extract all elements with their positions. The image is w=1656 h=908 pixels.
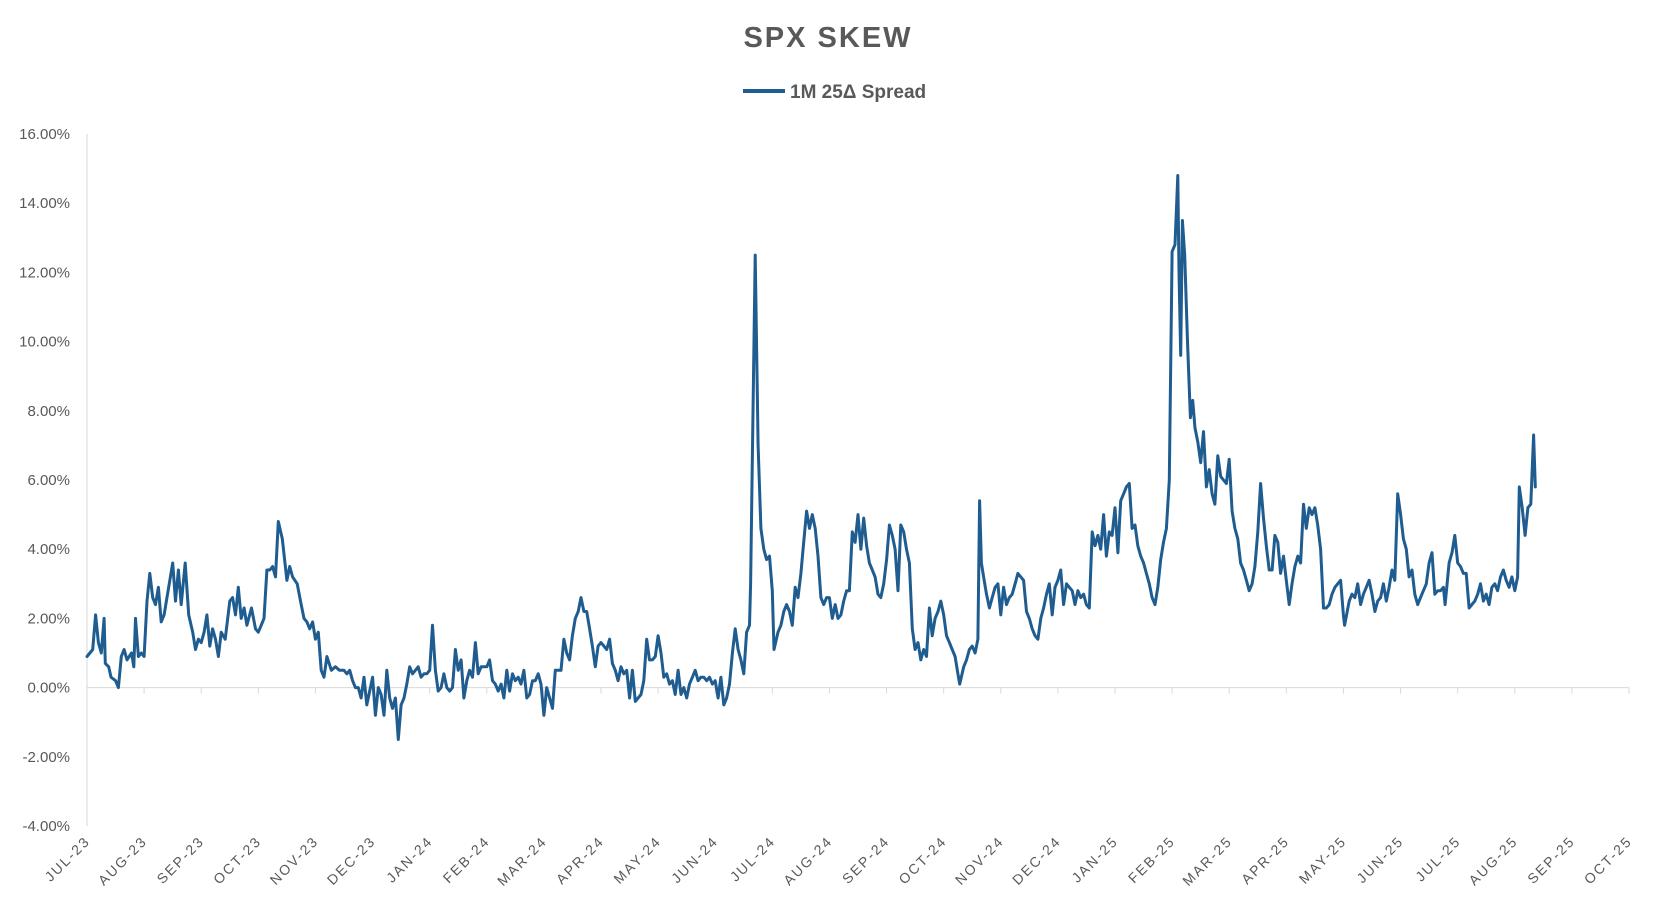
x-tick-label: JUN-25 bbox=[1353, 833, 1406, 886]
x-tick-label: OCT-23 bbox=[210, 833, 264, 887]
x-tick-label: FEB-24 bbox=[440, 833, 493, 886]
x-tick-label: APR-25 bbox=[1238, 833, 1292, 887]
y-tick-label: -2.00% bbox=[22, 749, 70, 766]
y-tick-label: 6.00% bbox=[27, 472, 70, 489]
y-tick-label: 8.00% bbox=[27, 403, 70, 420]
series-line-1m-25d-spread bbox=[85, 174, 1537, 741]
x-tick-label: SEP-24 bbox=[839, 833, 893, 887]
y-tick-label: 16.00% bbox=[19, 126, 70, 143]
x-tick-label: SEP-23 bbox=[153, 833, 207, 887]
x-tick-label: MAY-25 bbox=[1296, 833, 1350, 887]
chart-title: SPX SKEW bbox=[743, 22, 912, 54]
x-tick-label: JUN-24 bbox=[668, 833, 721, 886]
x-tick-label: FEB-25 bbox=[1125, 833, 1178, 886]
x-tick-label: APR-24 bbox=[553, 833, 607, 887]
legend-label: 1M 25Δ Spread bbox=[790, 82, 926, 103]
x-axis-ticks: JUL-23 AUG-23 SEP-23 OCT-23 NOV-23 DEC-23 JAN-… bbox=[41, 687, 1635, 889]
x-tick-label: OCT-24 bbox=[895, 833, 949, 887]
x-tick-label: JAN-25 bbox=[1068, 833, 1121, 886]
series-layer bbox=[85, 174, 1537, 741]
x-tick-label: MAR-24 bbox=[494, 833, 550, 889]
x-tick-label: JAN-24 bbox=[383, 833, 436, 886]
x-tick-label: OCT-25 bbox=[1581, 833, 1635, 887]
x-tick-label: SEP-25 bbox=[1524, 833, 1578, 887]
x-tick-label: AUG-23 bbox=[95, 833, 151, 889]
y-tick-label: 12.00% bbox=[19, 264, 70, 281]
x-tick-label: MAY-24 bbox=[610, 833, 664, 887]
x-tick-label: JUL-25 bbox=[1412, 833, 1464, 885]
axes bbox=[86, 134, 1629, 826]
x-tick-label: NOV-23 bbox=[267, 833, 322, 888]
y-tick-label: 10.00% bbox=[19, 334, 70, 351]
x-tick-label: DEC-24 bbox=[1009, 833, 1064, 888]
x-tick-label: DEC-23 bbox=[324, 833, 379, 888]
y-tick-label: 4.00% bbox=[27, 541, 70, 558]
y-tick-label: -4.00% bbox=[22, 818, 70, 835]
x-tick-label: NOV-24 bbox=[952, 833, 1007, 888]
legend: 1M 25Δ Spread bbox=[743, 82, 926, 103]
x-tick-label: JUL-23 bbox=[41, 833, 93, 885]
x-tick-label: AUG-25 bbox=[1465, 833, 1521, 889]
y-tick-label: 2.00% bbox=[27, 610, 70, 627]
x-tick-label: JUL-24 bbox=[727, 833, 779, 885]
y-tick-label: 0.00% bbox=[27, 680, 70, 697]
y-axis-ticks: -4.00% -2.00% 0.00% 2.00% 4.00% 6.00% 8.00% 10.… bbox=[19, 126, 70, 835]
x-tick-label: AUG-24 bbox=[780, 833, 836, 889]
x-tick-label: MAR-25 bbox=[1179, 833, 1235, 889]
y-tick-label: 14.00% bbox=[19, 195, 70, 212]
